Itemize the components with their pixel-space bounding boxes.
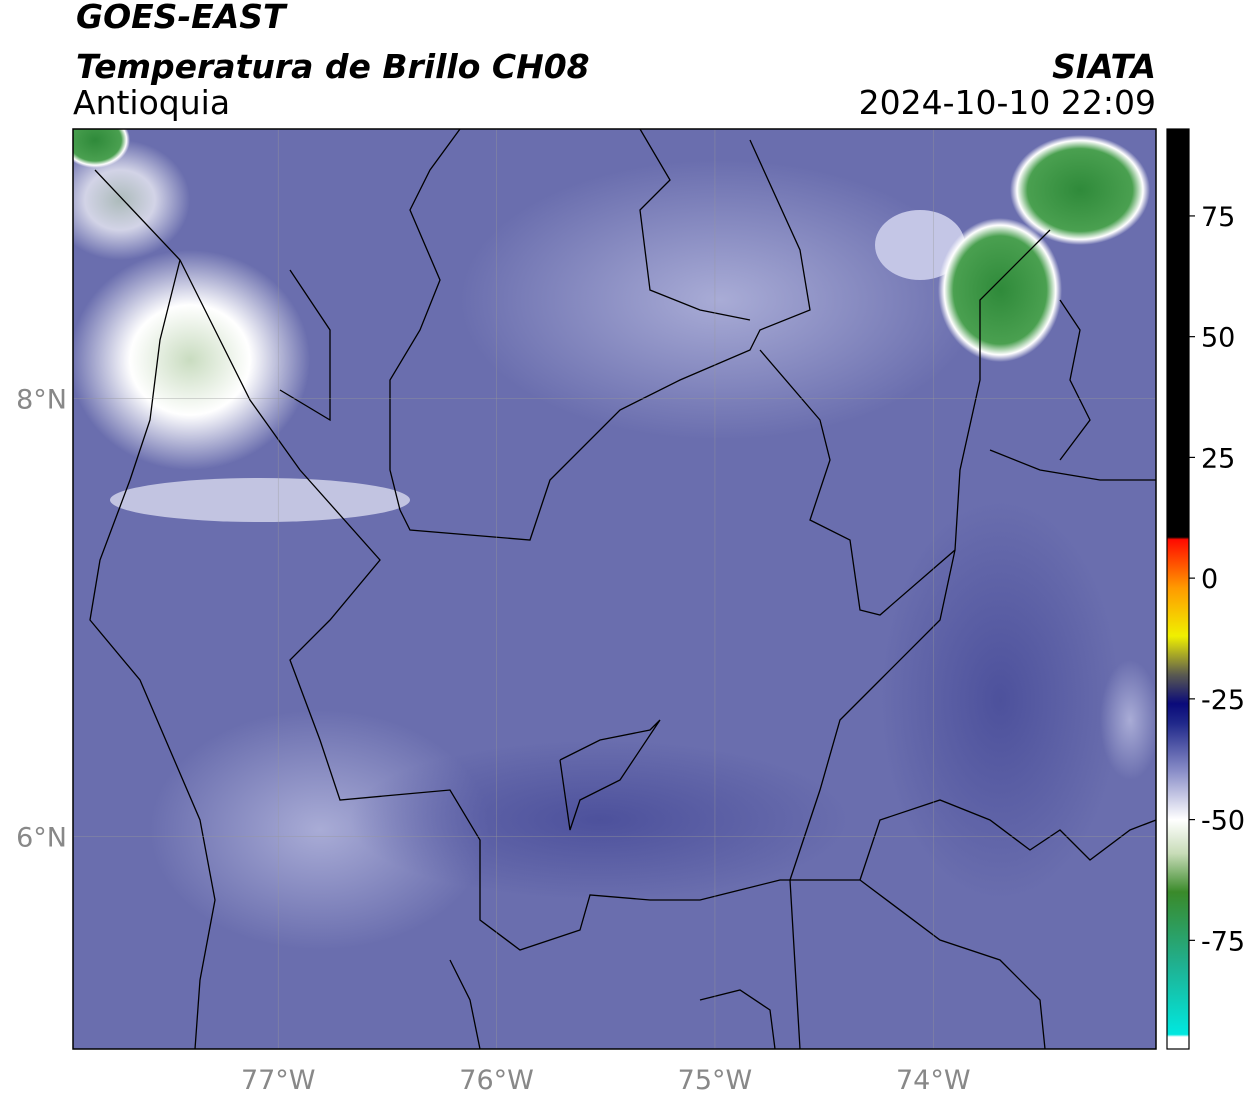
title: GOES-EAST	[76, 0, 288, 36]
x-tick-label: 77°W	[241, 1065, 316, 1096]
cold-area	[880, 500, 1120, 900]
cloud	[73, 140, 190, 260]
y-tick-label: 8°N	[16, 384, 67, 415]
cloud-haze	[460, 160, 980, 440]
source: SIATA	[1052, 47, 1156, 86]
colorbar-tick-label: 75	[1201, 202, 1235, 233]
x-tick-label: 75°W	[678, 1065, 753, 1096]
map-frame	[72, 128, 1157, 1050]
storm-cell	[938, 218, 1062, 362]
cloud	[875, 210, 965, 280]
colorbar-tick-label: -25	[1201, 685, 1245, 716]
datetime: 2024-10-10 22:09	[859, 83, 1156, 122]
borders	[89, 129, 1156, 1049]
colorbar	[1166, 128, 1190, 1050]
colorbar-tick-label: 50	[1201, 323, 1235, 354]
map-image	[73, 129, 1156, 1049]
x-tick-label: 76°W	[459, 1065, 534, 1096]
colorbar-tick-label: -75	[1201, 926, 1245, 957]
colorbar-tick-label: 0	[1201, 564, 1218, 595]
colorbar-tick-label: -50	[1201, 806, 1245, 837]
storm-cell	[73, 129, 130, 168]
y-tick-label: 6°N	[16, 823, 67, 854]
colorbar-tick-label: 25	[1201, 443, 1235, 474]
cloud	[110, 478, 410, 522]
cold-area	[350, 740, 850, 900]
storm-cell	[1010, 135, 1150, 245]
region: Antioquia	[73, 83, 230, 122]
subtitle: Temperatura de Brillo CH08	[76, 47, 590, 86]
x-tick-label: 74°W	[896, 1065, 971, 1096]
cloud-haze	[1100, 660, 1156, 780]
cloud	[73, 250, 310, 470]
